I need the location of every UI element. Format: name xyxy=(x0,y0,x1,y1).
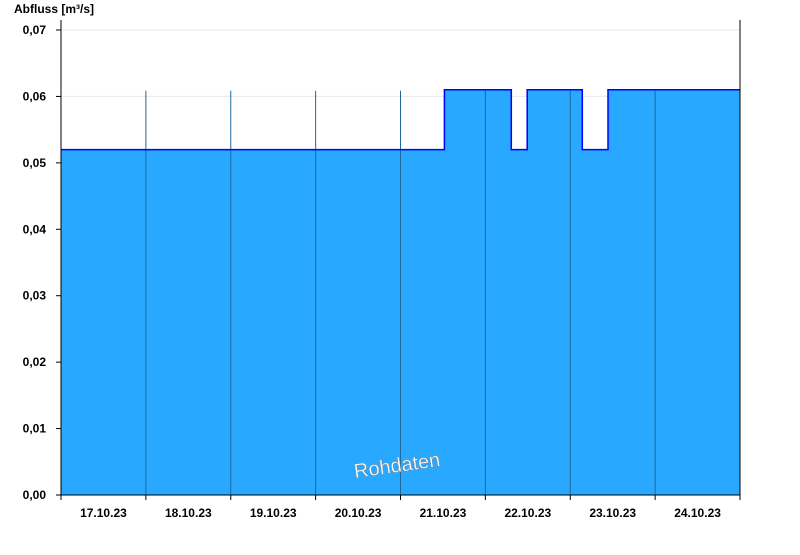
y-tick-label: 0,06 xyxy=(23,89,47,103)
y-axis-label: Abfluss [m³/s] xyxy=(14,2,94,16)
x-tick-label: 17.10.23 xyxy=(80,506,127,520)
discharge-line xyxy=(61,89,740,151)
x-tick-label: 19.10.23 xyxy=(250,506,297,520)
y-tick-label: 0,04 xyxy=(23,222,47,236)
x-tick-label: 20.10.23 xyxy=(335,506,382,520)
y-tick-label: 0,07 xyxy=(23,23,47,37)
x-tick-label: 18.10.23 xyxy=(165,506,212,520)
y-tick-label: 0,03 xyxy=(23,289,47,303)
x-tick-label: 24.10.23 xyxy=(674,506,721,520)
x-tick-label: 23.10.23 xyxy=(589,506,636,520)
y-tick-label: 0,00 xyxy=(23,488,47,502)
x-tick-label: 22.10.23 xyxy=(504,506,551,520)
y-tick-label: 0,02 xyxy=(23,355,47,369)
y-tick-label: 0,05 xyxy=(23,156,47,170)
y-tick-label: 0,01 xyxy=(23,422,47,436)
x-tick-label: 21.10.23 xyxy=(420,506,467,520)
